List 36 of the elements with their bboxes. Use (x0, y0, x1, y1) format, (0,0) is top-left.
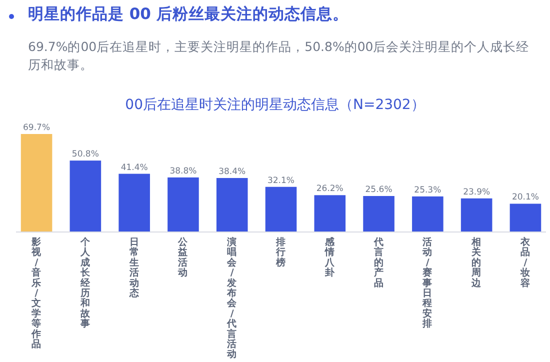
x-tick-label: 代言的产品 (372, 236, 384, 289)
category-label: 影视/音乐/文学等作品 (32, 237, 42, 350)
data-label: 26.2% (316, 184, 344, 194)
bar (118, 174, 150, 232)
x-tick-label: 衣品/妆容 (519, 236, 532, 289)
bar (412, 196, 444, 232)
category-label: 个人成长经历和故事 (80, 237, 90, 330)
data-label: 38.4% (218, 167, 246, 178)
bar (314, 195, 346, 232)
bar (363, 196, 394, 232)
data-label: 69.7% (23, 123, 50, 133)
x-tick-label: 相关的周边 (470, 236, 483, 289)
data-label: 25.6% (365, 185, 392, 196)
data-label: 23.9% (463, 187, 490, 198)
data-label: 50.8% (72, 150, 99, 160)
data-label: 25.3% (414, 185, 442, 196)
bar (20, 134, 52, 232)
bar (265, 186, 297, 232)
bar (510, 204, 542, 232)
x-tick-label: 日常生活动态 (128, 237, 140, 299)
x-tick-label: 公益活动 (177, 236, 190, 279)
bar (70, 160, 102, 232)
data-label: 32.1% (267, 176, 295, 186)
x-tick-label: 感情八卦 (324, 236, 336, 279)
data-label: 41.4% (120, 162, 148, 173)
data-label: 38.8% (170, 166, 197, 176)
x-tick-label: 排行榜 (275, 236, 286, 268)
chart-subtitle: 69.7%的00后在追星时，主要关注明星的作品，50.8%的00后会关注明星的个人成长经历和故事。 (28, 38, 530, 74)
chart-title: 明星的作品是 00 后粉丝最关注的动态信息。 (28, 4, 348, 25)
data-label: 20.1% (512, 192, 539, 203)
text: 00后在追星时关注的明星动态信息（N=2302） (124, 96, 426, 114)
category-label: 演唱会/发布会/代言活动 (227, 237, 238, 360)
category-label: 活动/赛事日程安排 (422, 237, 433, 330)
bar (168, 177, 199, 232)
bar (216, 178, 248, 232)
bar (460, 198, 492, 232)
